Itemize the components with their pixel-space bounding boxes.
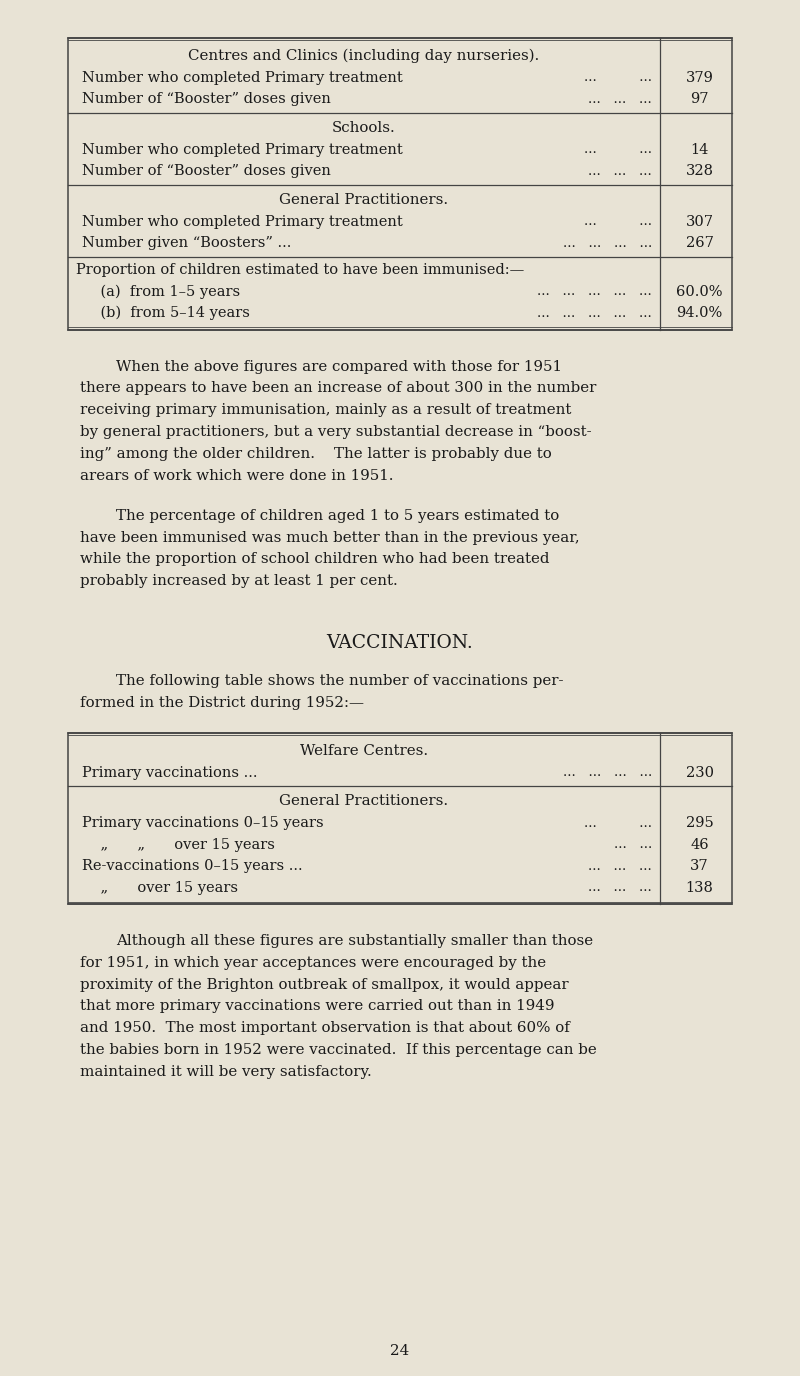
Text: while the proportion of school children who had been treated: while the proportion of school children … (80, 552, 550, 567)
Text: ...   ...   ...   ...: ... ... ... ... (562, 766, 652, 779)
Text: 46: 46 (690, 838, 709, 852)
Text: that more primary vaccinations were carried out than in 1949: that more primary vaccinations were carr… (80, 999, 554, 1014)
Text: ...   ...: ... ... (614, 838, 652, 852)
Text: 138: 138 (686, 881, 714, 894)
Text: probably increased by at least 1 per cent.: probably increased by at least 1 per cen… (80, 574, 398, 588)
Text: The following table shows the number of vaccinations per-: The following table shows the number of … (116, 674, 563, 688)
Text: Although all these figures are substantially smaller than those: Although all these figures are substanti… (116, 934, 593, 948)
Text: Number who completed Primary treatment: Number who completed Primary treatment (82, 215, 402, 228)
Text: Number who completed Primary treatment: Number who completed Primary treatment (82, 143, 402, 157)
Text: Proportion of children estimated to have been immunised:—: Proportion of children estimated to have… (76, 263, 524, 277)
Text: Schools.: Schools. (332, 121, 396, 135)
Text: 94.0%: 94.0% (677, 307, 722, 321)
Text: General Practitioners.: General Practitioners. (279, 794, 449, 808)
Text: Welfare Centres.: Welfare Centres. (300, 744, 428, 758)
Text: formed in the District during 1952:—: formed in the District during 1952:— (80, 696, 364, 710)
Bar (68, 733, 732, 904)
Text: 295: 295 (686, 816, 714, 830)
Text: ...   ...   ...   ...   ...: ... ... ... ... ... (538, 285, 652, 299)
Text: VACCINATION.: VACCINATION. (326, 634, 474, 652)
Text: proximity of the Brighton outbreak of smallpox, it would appear: proximity of the Brighton outbreak of sm… (80, 977, 569, 992)
Text: 97: 97 (690, 92, 709, 106)
Text: 328: 328 (686, 164, 714, 179)
Text: Number of “Booster” doses given: Number of “Booster” doses given (82, 92, 331, 106)
Text: maintained it will be very satisfactory.: maintained it will be very satisfactory. (80, 1065, 372, 1079)
Text: and 1950.  The most important observation is that about 60% of: and 1950. The most important observation… (80, 1021, 570, 1035)
Text: ...   ...   ...   ...: ... ... ... ... (562, 237, 652, 250)
Text: Centres and Clinics (including day nurseries).: Centres and Clinics (including day nurse… (188, 48, 540, 63)
Text: receiving primary immunisation, mainly as a result of treatment: receiving primary immunisation, mainly a… (80, 403, 571, 417)
Text: General Practitioners.: General Practitioners. (279, 193, 449, 206)
Text: Primary vaccinations 0–15 years: Primary vaccinations 0–15 years (82, 816, 324, 830)
Text: 24: 24 (390, 1344, 410, 1358)
Text: 37: 37 (690, 859, 709, 874)
Text: there appears to have been an increase of about 300 in the number: there appears to have been an increase o… (80, 381, 596, 395)
Text: ...          ...: ... ... (584, 143, 652, 157)
Bar (68, 39, 732, 329)
Text: Number who completed Primary treatment: Number who completed Primary treatment (82, 70, 402, 85)
Text: The percentage of children aged 1 to 5 years estimated to: The percentage of children aged 1 to 5 y… (116, 509, 559, 523)
Text: (a)  from 1–5 years: (a) from 1–5 years (82, 285, 240, 299)
Text: When the above figures are compared with those for 1951: When the above figures are compared with… (116, 359, 562, 373)
Text: ...          ...: ... ... (584, 817, 652, 830)
Text: Primary vaccinations ...: Primary vaccinations ... (82, 766, 258, 780)
Text: the babies born in 1952 were vaccinated.  If this percentage can be: the babies born in 1952 were vaccinated.… (80, 1043, 597, 1057)
Text: 379: 379 (686, 70, 714, 85)
Text: by general practitioners, but a very substantial decrease in “boost-: by general practitioners, but a very sub… (80, 425, 592, 439)
Text: Number given “Boosters” ...: Number given “Boosters” ... (82, 237, 291, 250)
Text: ...          ...: ... ... (584, 72, 652, 84)
Text: Number of “Booster” doses given: Number of “Booster” doses given (82, 164, 331, 179)
Text: (b)  from 5–14 years: (b) from 5–14 years (82, 305, 250, 321)
Text: Re-vaccinations 0–15 years ...: Re-vaccinations 0–15 years ... (82, 859, 302, 874)
Text: arears of work which were done in 1951.: arears of work which were done in 1951. (80, 468, 394, 483)
Text: „  „  over 15 years: „ „ over 15 years (82, 838, 275, 852)
Text: 267: 267 (686, 237, 714, 250)
Text: ...   ...   ...: ... ... ... (588, 881, 652, 894)
Text: ...   ...   ...: ... ... ... (588, 92, 652, 106)
Text: ...          ...: ... ... (584, 215, 652, 228)
Text: ing” among the older children.    The latter is probably due to: ing” among the older children. The latte… (80, 447, 552, 461)
Text: 230: 230 (686, 766, 714, 780)
Text: 307: 307 (686, 215, 714, 228)
Text: have been immunised was much better than in the previous year,: have been immunised was much better than… (80, 531, 580, 545)
Text: ...   ...   ...: ... ... ... (588, 860, 652, 872)
Text: 14: 14 (690, 143, 709, 157)
Text: ...   ...   ...: ... ... ... (588, 165, 652, 178)
Text: for 1951, in which year acceptances were encouraged by the: for 1951, in which year acceptances were… (80, 956, 546, 970)
Text: 60.0%: 60.0% (676, 285, 723, 299)
Text: „  over 15 years: „ over 15 years (82, 881, 238, 894)
Text: ...   ...   ...   ...   ...: ... ... ... ... ... (538, 307, 652, 319)
